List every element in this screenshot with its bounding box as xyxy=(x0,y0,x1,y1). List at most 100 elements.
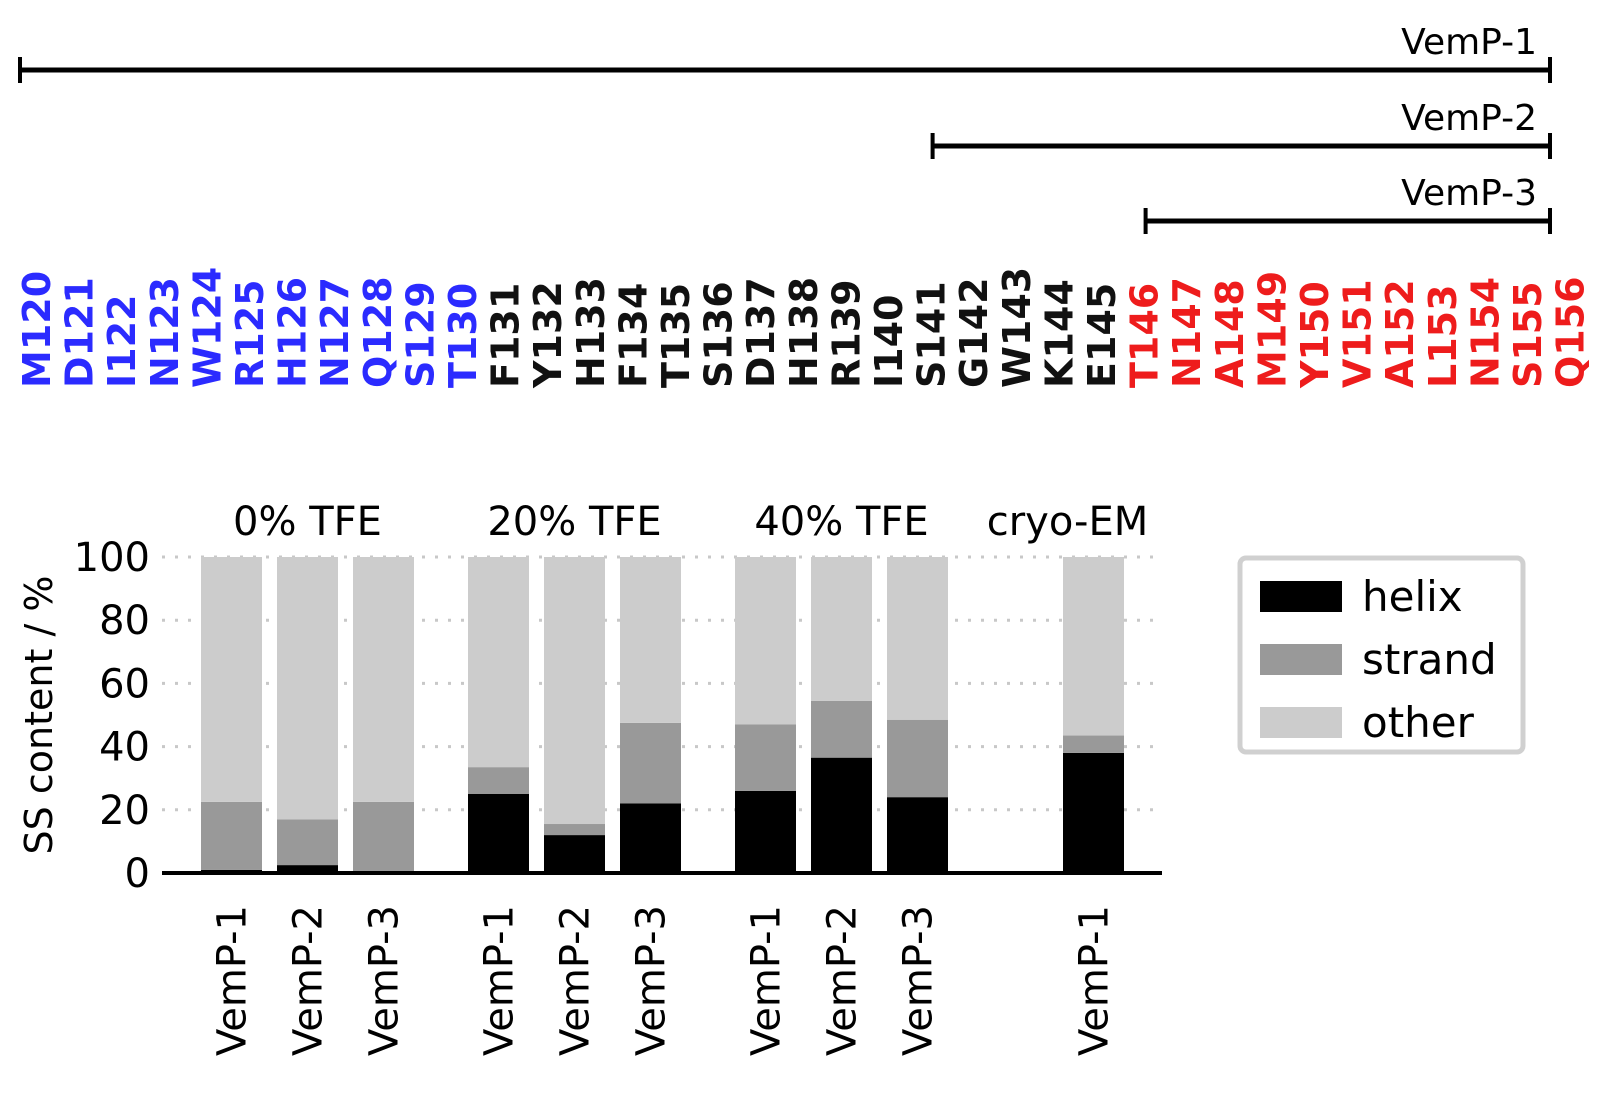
residue-label: I122 xyxy=(100,295,144,388)
residue-label: T135 xyxy=(654,283,698,388)
construct-bars: VemP-1 VemP-2 VemP-3 xyxy=(18,22,1552,234)
bar-segment-strand xyxy=(544,824,605,836)
x-category-label: VemP-1 xyxy=(210,905,256,1056)
legend: helix strand other xyxy=(1237,555,1526,755)
bar-segment-other xyxy=(1063,557,1124,736)
bar-segment-other xyxy=(468,557,529,768)
residue-label: V151 xyxy=(1336,279,1380,388)
group-label: 40% TFE xyxy=(754,499,928,545)
y-axis-label: SS content / % xyxy=(17,576,61,855)
residue-label: F131 xyxy=(484,283,528,388)
x-category-label: VemP-2 xyxy=(553,905,599,1056)
bar-segment-strand xyxy=(277,819,338,866)
x-category-label: VemP-2 xyxy=(286,905,332,1056)
x-category-label: VemP-1 xyxy=(1072,905,1118,1056)
legend-swatch-strand xyxy=(1260,644,1342,675)
residue-label: N123 xyxy=(143,277,187,388)
y-tick-label: 20 xyxy=(99,788,150,834)
group-label: 0% TFE xyxy=(233,499,382,545)
residue-label: Q128 xyxy=(356,276,400,388)
residue-label: Q156 xyxy=(1549,276,1593,388)
residue-label: D137 xyxy=(739,277,783,388)
construct-range-vemp-2: VemP-2 xyxy=(930,98,1552,159)
bar-segment-helix xyxy=(544,835,605,873)
bar-segment-helix xyxy=(735,790,796,873)
residue-label: Y150 xyxy=(1293,281,1337,389)
bar-segment-other xyxy=(277,557,338,820)
residue-label: N127 xyxy=(313,277,357,388)
bar-segment-helix xyxy=(811,757,872,873)
residue-label: L153 xyxy=(1421,284,1465,388)
legend-label-other: other xyxy=(1362,698,1475,747)
residue-label: Y132 xyxy=(526,281,570,389)
x-category-label: VemP-3 xyxy=(629,905,675,1056)
residue-label: A148 xyxy=(1208,279,1252,388)
construct-label: VemP-2 xyxy=(1401,98,1537,139)
residue-label: R125 xyxy=(228,279,272,388)
bar-segment-strand xyxy=(468,767,529,794)
bars: 0% TFE VemP-1 VemP-2 VemP-3 20% TFE VemP-1 Vem… xyxy=(201,499,1148,1056)
bar-segment-other xyxy=(811,557,872,701)
bar-segment-strand xyxy=(887,719,948,798)
residue-label: T130 xyxy=(441,283,485,388)
ss-content-chart: 0% TFE VemP-1 VemP-2 VemP-3 20% TFE VemP-1 Vem… xyxy=(17,499,1526,1056)
residue-label: H138 xyxy=(782,277,826,388)
residue-label: S141 xyxy=(910,281,954,388)
group-label: cryo-EM xyxy=(987,499,1149,545)
residue-label: S129 xyxy=(398,281,442,388)
construct-label: VemP-1 xyxy=(1401,22,1537,63)
x-category-label: VemP-3 xyxy=(896,905,942,1056)
x-category-label: VemP-1 xyxy=(477,905,523,1056)
bar-segment-other xyxy=(620,557,681,723)
residue-label: S155 xyxy=(1506,281,1550,388)
residue-label: N147 xyxy=(1165,277,1209,388)
residue-label: D121 xyxy=(58,277,102,388)
gridlines xyxy=(162,555,1162,812)
y-tick-label: 100 xyxy=(74,535,150,581)
axes: 0 20 40 60 80 100 xyxy=(74,535,1162,897)
bar-segment-other xyxy=(887,557,948,720)
legend-label-helix: helix xyxy=(1362,572,1463,621)
residue-label: N154 xyxy=(1463,277,1507,388)
residue-label: E145 xyxy=(1080,283,1124,388)
residue-label: H126 xyxy=(271,277,315,388)
x-category-label: VemP-1 xyxy=(744,905,790,1056)
legend-label-strand: strand xyxy=(1362,635,1497,684)
bar-segment-helix xyxy=(1063,752,1124,873)
construct-range-vemp-3: VemP-3 xyxy=(1143,173,1552,234)
residue-label: F134 xyxy=(611,283,655,388)
residue-label: M120 xyxy=(15,271,59,388)
construct-label: VemP-3 xyxy=(1401,173,1537,214)
residue-label: H133 xyxy=(569,277,613,388)
x-category-label: VemP-3 xyxy=(362,905,408,1056)
x-category-label: VemP-2 xyxy=(820,905,866,1056)
residue-label: R139 xyxy=(824,279,868,388)
y-tick-label: 0 xyxy=(125,851,150,897)
bar-segment-strand xyxy=(201,801,262,870)
bar-segment-other xyxy=(735,557,796,725)
residue-sequence: M120D121I122N123W124R125H126N127Q128S129… xyxy=(15,267,1593,389)
residue-label: I140 xyxy=(867,295,911,388)
y-tick-label: 60 xyxy=(99,661,150,707)
residue-label: G142 xyxy=(952,277,996,388)
bar-segment-helix xyxy=(468,794,529,873)
bar-segment-helix xyxy=(620,803,681,873)
bar-segment-other xyxy=(201,557,262,802)
bar-segment-helix xyxy=(277,865,338,873)
residue-label: T146 xyxy=(1123,283,1167,388)
legend-swatch-other xyxy=(1260,707,1342,738)
legend-swatch-helix xyxy=(1260,581,1342,612)
y-tick-label: 80 xyxy=(99,598,150,644)
bar-segment-strand xyxy=(353,801,414,872)
construct-range-vemp-1: VemP-1 xyxy=(18,22,1552,83)
bar-segment-strand xyxy=(811,700,872,758)
residue-label: A152 xyxy=(1378,279,1422,388)
bar-segment-other xyxy=(544,557,605,825)
residue-label: K144 xyxy=(1037,279,1081,388)
bar-segment-strand xyxy=(1063,735,1124,753)
bar-segment-strand xyxy=(620,722,681,804)
group-label: 20% TFE xyxy=(487,499,661,545)
bar-segment-other xyxy=(353,557,414,802)
y-tick-label: 40 xyxy=(99,725,150,771)
